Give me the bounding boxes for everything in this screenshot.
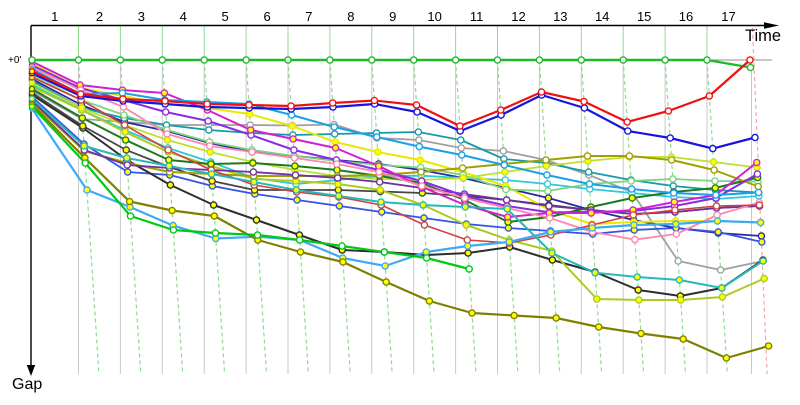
svg-text:Gap: Gap [12, 376, 42, 393]
svg-text:2: 2 [96, 9, 103, 24]
svg-text:7: 7 [305, 9, 312, 24]
svg-text:12: 12 [511, 9, 525, 24]
svg-text:5: 5 [221, 9, 228, 24]
svg-text:17: 17 [721, 9, 735, 24]
svg-text:15: 15 [637, 9, 651, 24]
svg-text:10: 10 [427, 9, 441, 24]
svg-text:Time: Time [745, 27, 781, 45]
svg-text:14: 14 [595, 9, 609, 24]
svg-text:13: 13 [553, 9, 567, 24]
svg-text:9: 9 [389, 9, 396, 24]
svg-text:8: 8 [347, 9, 354, 24]
svg-text:+0': +0' [8, 55, 21, 66]
svg-text:16: 16 [679, 9, 693, 24]
svg-text:3: 3 [138, 9, 145, 24]
svg-text:11: 11 [470, 9, 484, 24]
svg-text:1: 1 [51, 9, 58, 24]
svg-text:6: 6 [263, 9, 270, 24]
svg-text:4: 4 [180, 9, 187, 24]
